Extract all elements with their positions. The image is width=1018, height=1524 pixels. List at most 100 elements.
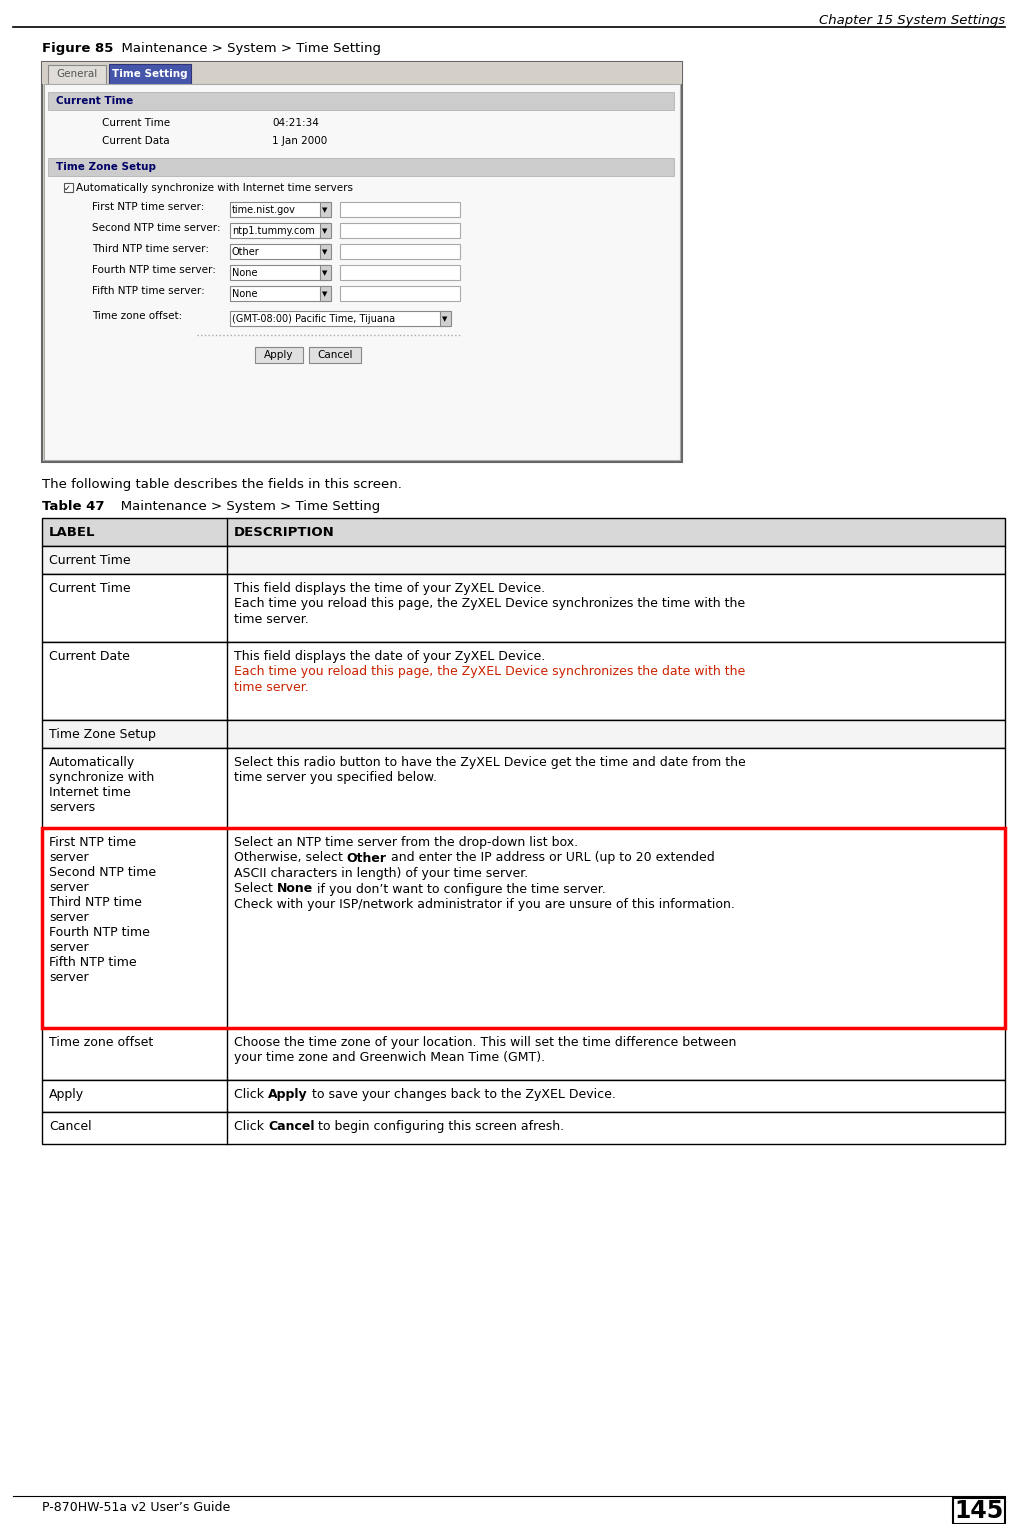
Text: DESCRIPTION: DESCRIPTION xyxy=(234,526,335,538)
Text: Second NTP time server:: Second NTP time server: xyxy=(92,223,221,233)
Text: Cancel: Cancel xyxy=(49,1120,92,1132)
Text: General: General xyxy=(56,69,98,79)
Bar xyxy=(320,223,331,238)
Bar xyxy=(42,828,1005,1029)
Text: time server.: time server. xyxy=(234,681,308,693)
Text: Each time you reload this page, the ZyXEL Device synchronizes the date with the: Each time you reload this page, the ZyXE… xyxy=(234,666,745,678)
Text: time.nist.gov: time.nist.gov xyxy=(232,206,296,215)
Text: to begin configuring this screen afresh.: to begin configuring this screen afresh. xyxy=(315,1120,565,1132)
Text: Cancel: Cancel xyxy=(268,1120,315,1132)
Bar xyxy=(42,575,1005,642)
Text: 04:21:34: 04:21:34 xyxy=(272,117,319,128)
Text: Check with your ISP/network administrator if you are unsure of this information.: Check with your ISP/network administrato… xyxy=(234,898,735,911)
Text: Cancel: Cancel xyxy=(318,351,353,360)
Bar xyxy=(48,158,674,175)
Text: Current Time: Current Time xyxy=(56,96,133,107)
Text: Time Zone Setup: Time Zone Setup xyxy=(49,728,156,741)
Text: Other: Other xyxy=(232,247,260,258)
Text: First NTP time server:: First NTP time server: xyxy=(92,203,205,212)
Text: ▼: ▼ xyxy=(323,229,328,235)
Text: Otherwise, select: Otherwise, select xyxy=(234,852,347,864)
Text: Fourth NTP time server:: Fourth NTP time server: xyxy=(92,265,216,274)
Text: time server.: time server. xyxy=(234,613,308,626)
Bar xyxy=(254,347,303,363)
Text: ▼: ▼ xyxy=(323,291,328,297)
Text: Time Zone Setup: Time Zone Setup xyxy=(56,162,156,172)
Text: Current Time: Current Time xyxy=(49,555,130,567)
Bar xyxy=(320,203,331,216)
Bar xyxy=(42,518,1005,546)
Text: P-870HW-51a v2 User’s Guide: P-870HW-51a v2 User’s Guide xyxy=(42,1501,230,1513)
Bar xyxy=(953,1498,1005,1524)
Text: 1 Jan 2000: 1 Jan 2000 xyxy=(272,136,327,146)
Bar xyxy=(320,287,331,302)
Text: Third NTP time server:: Third NTP time server: xyxy=(92,244,209,255)
Bar xyxy=(109,64,191,84)
Text: Maintenance > System > Time Setting: Maintenance > System > Time Setting xyxy=(108,500,381,514)
Text: your time zone and Greenwich Mean Time (GMT).: your time zone and Greenwich Mean Time (… xyxy=(234,1052,545,1064)
Text: None: None xyxy=(232,290,258,299)
Bar xyxy=(320,265,331,280)
Text: ▼: ▼ xyxy=(323,248,328,255)
Bar xyxy=(309,347,361,363)
Text: time server you specified below.: time server you specified below. xyxy=(234,771,437,785)
Bar xyxy=(320,244,331,259)
Text: Time Setting: Time Setting xyxy=(112,69,187,79)
Text: Maintenance > System > Time Setting: Maintenance > System > Time Setting xyxy=(113,43,381,55)
Bar xyxy=(42,1029,1005,1081)
Bar xyxy=(340,265,460,280)
Bar xyxy=(42,748,1005,828)
Text: ▼: ▼ xyxy=(323,207,328,213)
Text: Other: Other xyxy=(347,852,387,864)
Text: The following table describes the fields in this screen.: The following table describes the fields… xyxy=(42,479,402,491)
Text: Click: Click xyxy=(234,1120,268,1132)
Text: Figure 85: Figure 85 xyxy=(42,43,113,55)
Bar xyxy=(230,265,330,280)
Text: Automatically synchronize with Internet time servers: Automatically synchronize with Internet … xyxy=(76,183,353,194)
Text: First NTP time
server
Second NTP time
server
Third NTP time
server
Fourth NTP ti: First NTP time server Second NTP time se… xyxy=(49,837,156,985)
Text: Automatically
synchronize with
Internet time
servers: Automatically synchronize with Internet … xyxy=(49,756,155,814)
Bar xyxy=(230,223,330,238)
Bar xyxy=(42,828,1005,1029)
Text: if you don’t want to configure the time server.: if you don’t want to configure the time … xyxy=(314,882,606,896)
Text: ASCII characters in length) of your time server.: ASCII characters in length) of your time… xyxy=(234,867,528,879)
Text: ✓: ✓ xyxy=(64,183,71,192)
Text: ntp1.tummy.com: ntp1.tummy.com xyxy=(232,226,315,236)
Bar xyxy=(440,311,451,326)
Bar xyxy=(42,719,1005,748)
Bar xyxy=(230,287,330,302)
Bar xyxy=(42,1081,1005,1113)
Text: Chapter 15 System Settings: Chapter 15 System Settings xyxy=(818,14,1005,27)
Bar xyxy=(230,311,450,326)
Text: and enter the IP address or URL (up to 20 extended: and enter the IP address or URL (up to 2… xyxy=(387,852,715,864)
Text: LABEL: LABEL xyxy=(49,526,96,538)
Text: Apply: Apply xyxy=(49,1088,84,1100)
Bar xyxy=(340,244,460,259)
Text: Click: Click xyxy=(234,1088,268,1100)
Bar xyxy=(42,1113,1005,1145)
Text: Current Date: Current Date xyxy=(49,651,130,663)
Text: (GMT-08:00) Pacific Time, Tijuana: (GMT-08:00) Pacific Time, Tijuana xyxy=(232,314,395,325)
Bar xyxy=(48,91,674,110)
Text: Select this radio button to have the ZyXEL Device get the time and date from the: Select this radio button to have the ZyX… xyxy=(234,756,746,770)
Text: This field displays the time of your ZyXEL Device.: This field displays the time of your ZyX… xyxy=(234,582,545,594)
Bar xyxy=(44,84,680,460)
Text: 145: 145 xyxy=(954,1500,1004,1522)
Bar xyxy=(42,546,1005,575)
Text: ▼: ▼ xyxy=(442,315,448,322)
Text: Apply: Apply xyxy=(265,351,294,360)
Bar xyxy=(340,287,460,302)
Text: Apply: Apply xyxy=(268,1088,307,1100)
Text: Time zone offset: Time zone offset xyxy=(49,1036,154,1049)
Text: Time zone offset:: Time zone offset: xyxy=(92,311,182,322)
Bar xyxy=(42,642,1005,719)
Text: to save your changes back to the ZyXEL Device.: to save your changes back to the ZyXEL D… xyxy=(307,1088,616,1100)
Text: Table 47: Table 47 xyxy=(42,500,105,514)
Text: Each time you reload this page, the ZyXEL Device synchronizes the time with the: Each time you reload this page, the ZyXE… xyxy=(234,597,745,611)
Bar xyxy=(230,203,330,216)
Bar xyxy=(64,183,73,192)
Bar xyxy=(42,62,682,462)
Bar xyxy=(340,203,460,216)
Text: None: None xyxy=(277,882,314,896)
Bar xyxy=(340,223,460,238)
